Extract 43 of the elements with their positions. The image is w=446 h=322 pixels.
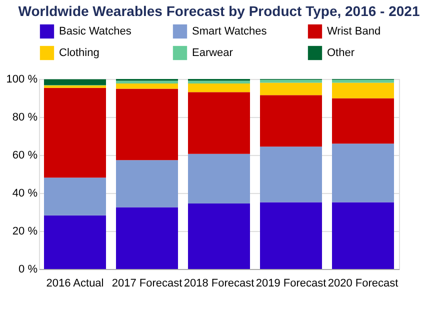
y-tick-label: 100 % — [6, 74, 38, 86]
y-tick-label: 20 % — [12, 226, 38, 238]
y-tick-label: 0 % — [18, 264, 38, 276]
bar — [188, 80, 250, 84]
bar — [260, 202, 322, 269]
bar — [44, 85, 106, 88]
bar — [332, 80, 394, 83]
x-tick-label: 2020 Forecast — [328, 278, 398, 290]
x-tick-label: 2016 Actual — [46, 278, 104, 290]
y-tick-label: 60 % — [12, 150, 38, 162]
y-tick-label: 80 % — [12, 112, 38, 124]
bar — [116, 88, 178, 160]
bar — [188, 84, 250, 92]
bar — [44, 79, 106, 86]
bar — [44, 215, 106, 269]
bar — [332, 82, 394, 98]
bar — [188, 92, 250, 154]
legend-label: Earwear — [192, 47, 234, 59]
bar — [116, 80, 178, 84]
y-tick-label: 40 % — [12, 188, 38, 200]
legend-label: Clothing — [59, 47, 100, 59]
bar — [260, 80, 322, 83]
bar — [116, 160, 178, 208]
x-tick-label: 2017 Forecast — [112, 278, 182, 290]
bar — [260, 146, 322, 202]
bar — [188, 154, 250, 204]
bar — [260, 95, 322, 147]
chart-title: Worldwide Wearables Forecast by Product Type, 2016 - 2021 — [18, 3, 420, 19]
legend-label: Wrist Band — [327, 25, 381, 38]
legend-label: Smart Watches — [192, 25, 268, 38]
bar — [116, 84, 178, 89]
bar — [260, 82, 322, 96]
bar — [332, 98, 394, 144]
bar — [332, 202, 394, 269]
bar — [116, 207, 178, 269]
bar — [44, 178, 106, 216]
x-tick-label: 2018 Forecast — [184, 278, 254, 290]
bar — [188, 203, 250, 269]
legend-label: Other — [327, 47, 355, 59]
legend-label: Basic Watches — [59, 25, 132, 38]
x-tick-label: 2019 Forecast — [256, 278, 326, 290]
bar — [332, 144, 394, 202]
bar — [44, 88, 106, 178]
